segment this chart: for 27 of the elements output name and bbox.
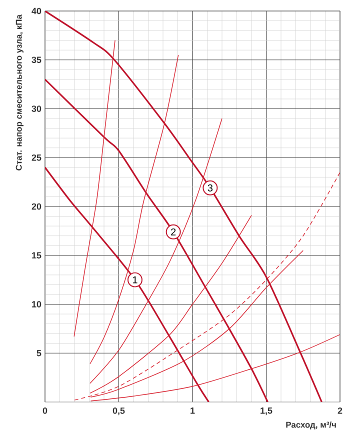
x-tick-label: 0,5 (112, 408, 125, 416)
x-axis-title: Расход, м³/ч (286, 422, 336, 430)
y-tick-label: 10 (32, 301, 42, 308)
y-tick-label: 20 (32, 203, 42, 210)
line-series (90, 54, 179, 364)
line-series (90, 214, 252, 394)
annotation: 1 (132, 276, 138, 284)
x-tick-label: 2 (338, 408, 342, 414)
y-tick-label: 15 (32, 252, 42, 259)
y-tick-label: 35 (32, 56, 42, 64)
y-tick-label: 5 (36, 350, 42, 356)
y-tick-label: 40 (32, 8, 42, 14)
y-tick-label: 30 (32, 106, 42, 112)
annotation: 3 (208, 184, 213, 192)
line-series (74, 172, 340, 400)
line-series (90, 118, 222, 384)
line-series (74, 40, 116, 337)
x-tick-label: 0 (42, 408, 48, 414)
line-series (90, 334, 340, 402)
line-series (90, 250, 304, 398)
x-tick-label: 1 (190, 408, 195, 414)
line-series (45, 78, 269, 402)
x-tick-label: 1,5 (260, 408, 272, 416)
y-tick-label: 25 (32, 154, 42, 161)
annotation: 2 (171, 228, 176, 236)
y-axis-title: Стат. напор смесительного узла, кПа (16, 14, 24, 170)
line-series (45, 11, 323, 402)
